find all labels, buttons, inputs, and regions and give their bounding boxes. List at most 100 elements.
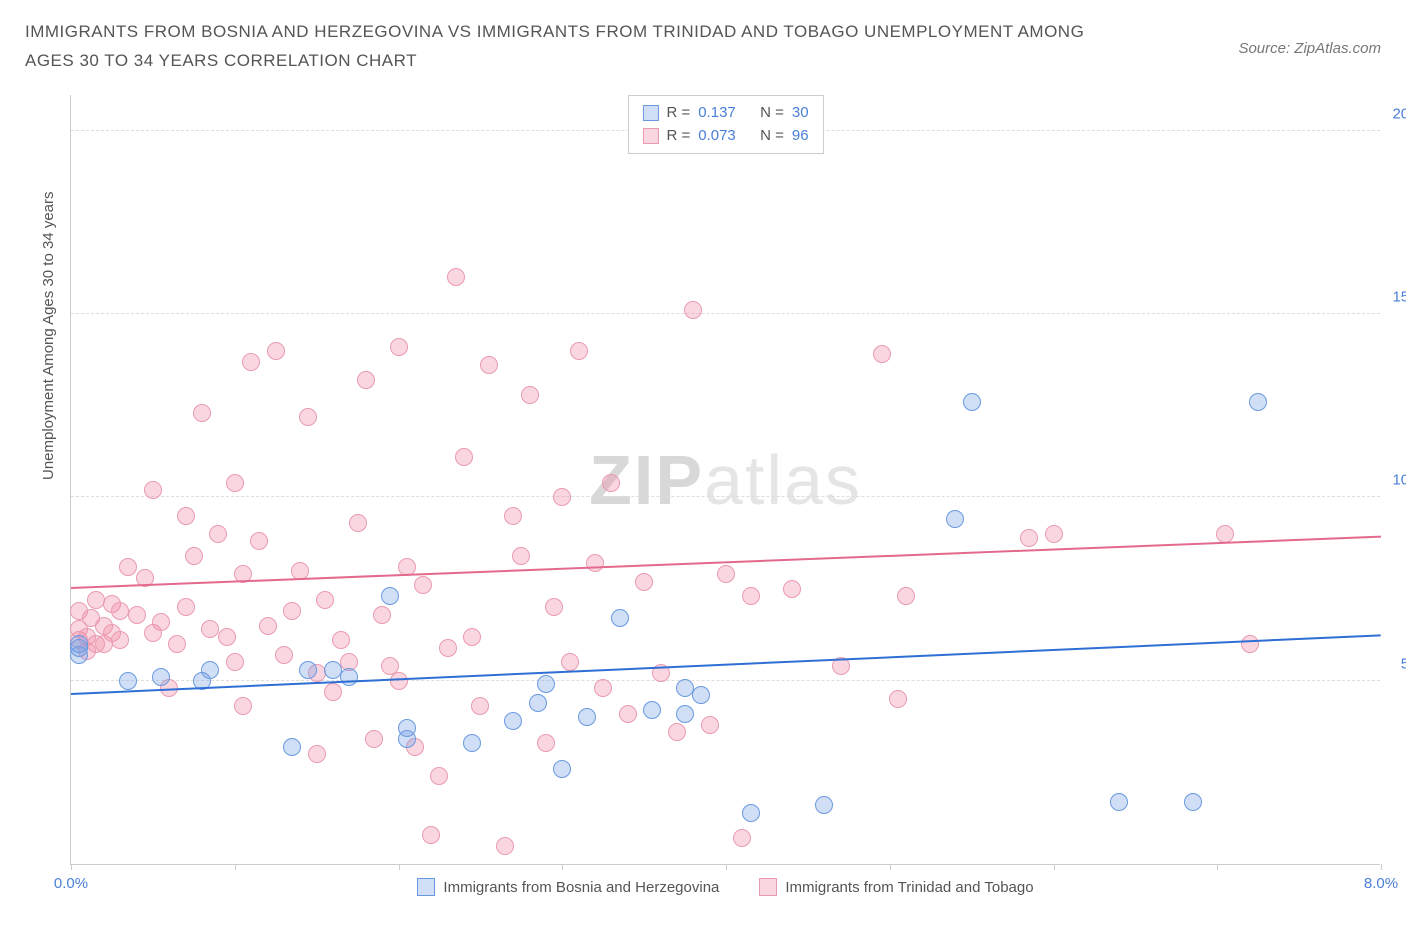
scatter-point-bosnia bbox=[381, 587, 399, 605]
scatter-point-trinidad bbox=[259, 617, 277, 635]
title-bar: IMMIGRANTS FROM BOSNIA AND HERZEGOVINA V… bbox=[25, 18, 1381, 76]
scatter-point-trinidad bbox=[586, 554, 604, 572]
scatter-point-trinidad bbox=[373, 606, 391, 624]
y-axis-label: Unemployment Among Ages 30 to 34 years bbox=[40, 191, 57, 480]
scatter-point-trinidad bbox=[897, 587, 915, 605]
scatter-point-trinidad bbox=[873, 345, 891, 363]
scatter-point-trinidad bbox=[87, 591, 105, 609]
scatter-point-trinidad bbox=[619, 705, 637, 723]
x-tick-label: 0.0% bbox=[54, 875, 88, 892]
scatter-point-trinidad bbox=[668, 723, 686, 741]
scatter-point-trinidad bbox=[701, 716, 719, 734]
scatter-point-bosnia bbox=[611, 609, 629, 627]
y-tick-label: 15.0% bbox=[1392, 289, 1406, 306]
n-label: N = bbox=[760, 125, 784, 148]
scatter-point-trinidad bbox=[168, 635, 186, 653]
stats-row-bosnia: R = 0.137 N = 30 bbox=[642, 102, 808, 125]
scatter-point-trinidad bbox=[144, 481, 162, 499]
x-tick bbox=[726, 864, 727, 870]
scatter-point-trinidad bbox=[111, 631, 129, 649]
scatter-point-bosnia bbox=[70, 635, 88, 653]
scatter-point-trinidad bbox=[128, 606, 146, 624]
r-value: 0.137 bbox=[698, 102, 736, 125]
scatter-point-trinidad bbox=[742, 587, 760, 605]
x-tick bbox=[1217, 864, 1218, 870]
stats-row-trinidad: R = 0.073 N = 96 bbox=[642, 125, 808, 148]
n-value: 96 bbox=[792, 125, 809, 148]
x-tick bbox=[1381, 864, 1382, 870]
scatter-point-trinidad bbox=[553, 488, 571, 506]
scatter-point-bosnia bbox=[119, 672, 137, 690]
scatter-point-trinidad bbox=[390, 672, 408, 690]
scatter-point-trinidad bbox=[177, 507, 195, 525]
scatter-point-trinidad bbox=[185, 547, 203, 565]
x-tick bbox=[562, 864, 563, 870]
scatter-point-trinidad bbox=[545, 598, 563, 616]
watermark-light: atlas bbox=[704, 441, 862, 519]
scatter-point-trinidad bbox=[275, 646, 293, 664]
scatter-point-trinidad bbox=[570, 342, 588, 360]
stats-swatch-bosnia bbox=[642, 105, 658, 121]
scatter-point-trinidad bbox=[439, 639, 457, 657]
correlation-stats-box: R = 0.137 N = 30 R = 0.073 N = 96 bbox=[627, 95, 823, 154]
scatter-point-trinidad bbox=[119, 558, 137, 576]
scatter-point-bosnia bbox=[152, 668, 170, 686]
scatter-point-trinidad bbox=[193, 404, 211, 422]
x-tick bbox=[71, 864, 72, 870]
scatter-point-trinidad bbox=[299, 408, 317, 426]
y-tick-label: 20.0% bbox=[1392, 105, 1406, 122]
scatter-point-trinidad bbox=[242, 353, 260, 371]
source-attribution: Source: ZipAtlas.com bbox=[1238, 40, 1381, 57]
scatter-point-bosnia bbox=[1110, 793, 1128, 811]
scatter-point-trinidad bbox=[684, 301, 702, 319]
scatter-point-trinidad bbox=[496, 837, 514, 855]
bottom-legend: Immigrants from Bosnia and Herzegovina I… bbox=[71, 878, 1380, 896]
scatter-point-trinidad bbox=[504, 507, 522, 525]
scatter-point-bosnia bbox=[463, 734, 481, 752]
scatter-point-trinidad bbox=[177, 598, 195, 616]
scatter-point-trinidad bbox=[201, 620, 219, 638]
scatter-point-trinidad bbox=[1020, 529, 1038, 547]
scatter-point-bosnia bbox=[324, 661, 342, 679]
scatter-point-bosnia bbox=[963, 393, 981, 411]
gridline-h bbox=[71, 496, 1380, 497]
legend-swatch-trinidad bbox=[759, 878, 777, 896]
stats-swatch-trinidad bbox=[642, 128, 658, 144]
scatter-point-bosnia bbox=[398, 719, 416, 737]
y-tick-label: 5.0% bbox=[1401, 655, 1406, 672]
scatter-point-trinidad bbox=[209, 525, 227, 543]
scatter-point-trinidad bbox=[512, 547, 530, 565]
scatter-point-trinidad bbox=[234, 697, 252, 715]
scatter-point-bosnia bbox=[1249, 393, 1267, 411]
x-tick bbox=[399, 864, 400, 870]
scatter-point-trinidad bbox=[152, 613, 170, 631]
gridline-h bbox=[71, 680, 1380, 681]
scatter-point-trinidad bbox=[1241, 635, 1259, 653]
scatter-point-trinidad bbox=[226, 653, 244, 671]
scatter-point-bosnia bbox=[340, 668, 358, 686]
scatter-point-bosnia bbox=[676, 705, 694, 723]
r-value: 0.073 bbox=[698, 125, 736, 148]
legend-swatch-bosnia bbox=[417, 878, 435, 896]
scatter-point-trinidad bbox=[471, 697, 489, 715]
scatter-point-bosnia bbox=[537, 675, 555, 693]
scatter-point-bosnia bbox=[553, 760, 571, 778]
scatter-point-trinidad bbox=[463, 628, 481, 646]
scatter-point-trinidad bbox=[783, 580, 801, 598]
scatter-point-trinidad bbox=[308, 745, 326, 763]
scatter-point-trinidad bbox=[390, 338, 408, 356]
scatter-point-bosnia bbox=[578, 708, 596, 726]
scatter-point-trinidad bbox=[332, 631, 350, 649]
scatter-point-bosnia bbox=[201, 661, 219, 679]
r-label: R = bbox=[666, 125, 690, 148]
scatter-point-trinidad bbox=[561, 653, 579, 671]
scatter-point-bosnia bbox=[1184, 793, 1202, 811]
scatter-point-bosnia bbox=[529, 694, 547, 712]
scatter-point-trinidad bbox=[316, 591, 334, 609]
scatter-plot-area: ZIPatlas R = 0.137 N = 30 R = 0.073 N = … bbox=[70, 95, 1380, 865]
x-tick-label: 8.0% bbox=[1364, 875, 1398, 892]
scatter-point-trinidad bbox=[111, 602, 129, 620]
x-tick bbox=[1054, 864, 1055, 870]
scatter-point-trinidad bbox=[430, 767, 448, 785]
scatter-point-bosnia bbox=[504, 712, 522, 730]
